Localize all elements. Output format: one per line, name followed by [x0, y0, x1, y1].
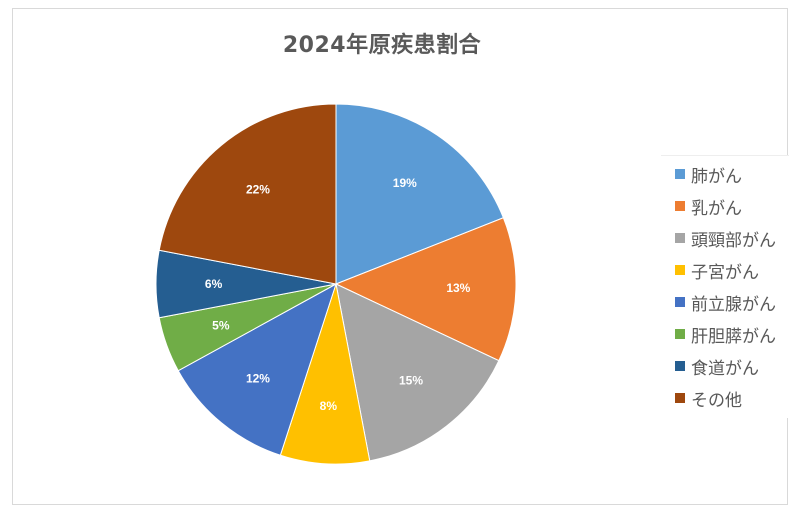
- legend-label: 肺がん: [691, 166, 742, 187]
- legend-label: 食道がん: [691, 358, 759, 379]
- legend-item: 頭頸部がん: [661, 222, 789, 254]
- legend-swatch: [675, 233, 685, 243]
- legend-label: 前立腺がん: [691, 294, 776, 315]
- legend-label: その他: [691, 390, 742, 411]
- legend-swatch: [675, 393, 685, 403]
- slice-label-2: 13%: [446, 281, 470, 295]
- legend-item: 乳がん: [661, 190, 789, 222]
- pie-slice-1: [335, 103, 505, 285]
- legend-label: 頭頸部がん: [691, 230, 776, 251]
- legend-label: 乳がん: [691, 198, 742, 219]
- legend-swatch: [675, 329, 685, 339]
- legend-swatch: [675, 169, 685, 179]
- pie-slice-2: [334, 217, 517, 362]
- legend-item: 肝胆膵がん: [661, 318, 789, 350]
- slice-label-4: 8%: [320, 399, 338, 413]
- legend-swatch: [675, 201, 685, 211]
- slice-label-8: 22%: [246, 183, 270, 197]
- pie-slice-8: [158, 103, 337, 285]
- pie-slice-4: [279, 283, 371, 465]
- legend-item: 肺がん: [661, 158, 789, 190]
- slice-label-5: 12%: [246, 371, 270, 385]
- chart-area: 2024年原疾患割合 19% 13% 15% 8% 12% 5% 6% 22% 肺がん乳がん頭…: [12, 8, 789, 505]
- legend-label: 肝胆膵がん: [691, 326, 776, 347]
- chart-title: 2024年原疾患割合: [282, 33, 482, 58]
- slice-label-1: 19%: [393, 176, 417, 190]
- legend-item: 食道がん: [661, 350, 789, 382]
- legend-swatch: [675, 361, 685, 371]
- pie-slice-3: [335, 283, 500, 462]
- slice-label-3: 15%: [399, 374, 423, 388]
- legend-swatch: [675, 265, 685, 275]
- legend-label: 子宮がん: [691, 262, 759, 283]
- legend-item: 子宮がん: [661, 254, 789, 286]
- pie-slice-5: [177, 282, 337, 456]
- legend-item: その他: [661, 382, 789, 414]
- slice-label-6: 5%: [212, 318, 230, 332]
- pie-chart: 19% 13% 15% 8% 12% 5% 6% 22%: [155, 103, 517, 465]
- legend: 肺がん乳がん頭頸部がん子宮がん前立腺がん肝胆膵がん食道がんその他: [661, 155, 789, 418]
- legend-item: 前立腺がん: [661, 286, 789, 318]
- slice-label-7: 6%: [205, 277, 223, 291]
- legend-swatch: [675, 297, 685, 307]
